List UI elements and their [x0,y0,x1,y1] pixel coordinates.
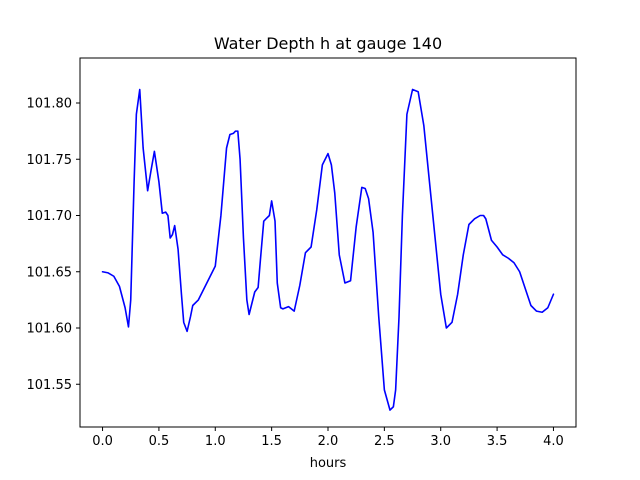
x-tick-label: 0.0 [92,434,113,449]
x-tick-label: 1.5 [261,434,282,449]
series-line-0 [101,88,555,411]
y-tick-label: 101.60 [27,322,73,337]
chart-title: Water Depth h at gauge 140 [214,34,442,53]
plot-frame [79,57,577,428]
x-tick-label: 1.0 [205,434,226,449]
x-tick-label: 0.5 [149,434,170,449]
x-tick-label: 3.0 [430,434,451,449]
x-tick-label: 2.0 [318,434,339,449]
y-tick-label: 101.75 [27,153,73,168]
y-tick-label: 101.80 [27,97,73,112]
y-tick-label: 101.65 [27,265,73,280]
x-tick-label: 4.0 [543,434,564,449]
x-axis-ticks: 0.0 0.5 1.0 1.5 2.0 2.5 3.0 3.5 4.0 [92,427,564,449]
x-tick-label: 3.5 [487,434,508,449]
y-axis-ticks: 101.55 101.60 101.65 101.70 101.75 101.80 [27,97,80,393]
y-tick-label: 101.70 [27,209,73,224]
y-tick-label: 101.55 [27,378,73,393]
x-axis-label: hours [310,456,347,471]
plot-area [79,57,577,428]
x-tick-label: 2.5 [374,434,395,449]
